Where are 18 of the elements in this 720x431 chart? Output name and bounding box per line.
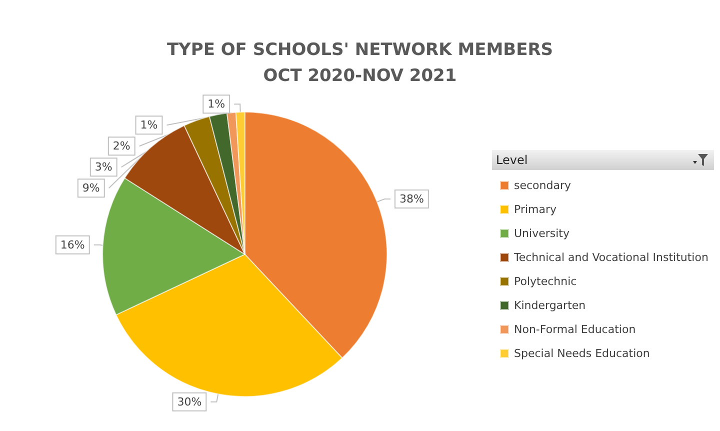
- data-label: 9%: [82, 182, 100, 195]
- legend-label: Special Needs Education: [514, 347, 650, 360]
- legend-label: Non-Formal Education: [514, 323, 636, 336]
- data-label: 38%: [399, 192, 424, 206]
- chart-title: TYPE OF SCHOOLS' NETWORK MEMBERS OCT 2020-NOV 2021: [166, 40, 554, 86]
- data-label: 2%: [112, 140, 130, 153]
- data-label: 3%: [94, 160, 112, 174]
- legend-label: Polytechnic: [514, 275, 577, 288]
- data-label: 1%: [140, 118, 158, 132]
- legend-label: Kindergarten: [514, 299, 586, 312]
- legend-label: University: [514, 227, 570, 240]
- data-label: 16%: [60, 238, 85, 252]
- legend-label: secondary: [514, 179, 572, 192]
- data-label: 1%: [208, 98, 226, 111]
- legend-label: Technical and Vocational Institution: [513, 251, 708, 264]
- legend-label: Primary: [514, 203, 557, 216]
- legend-title: Level: [492, 150, 714, 170]
- data-label: 30%: [177, 395, 202, 408]
